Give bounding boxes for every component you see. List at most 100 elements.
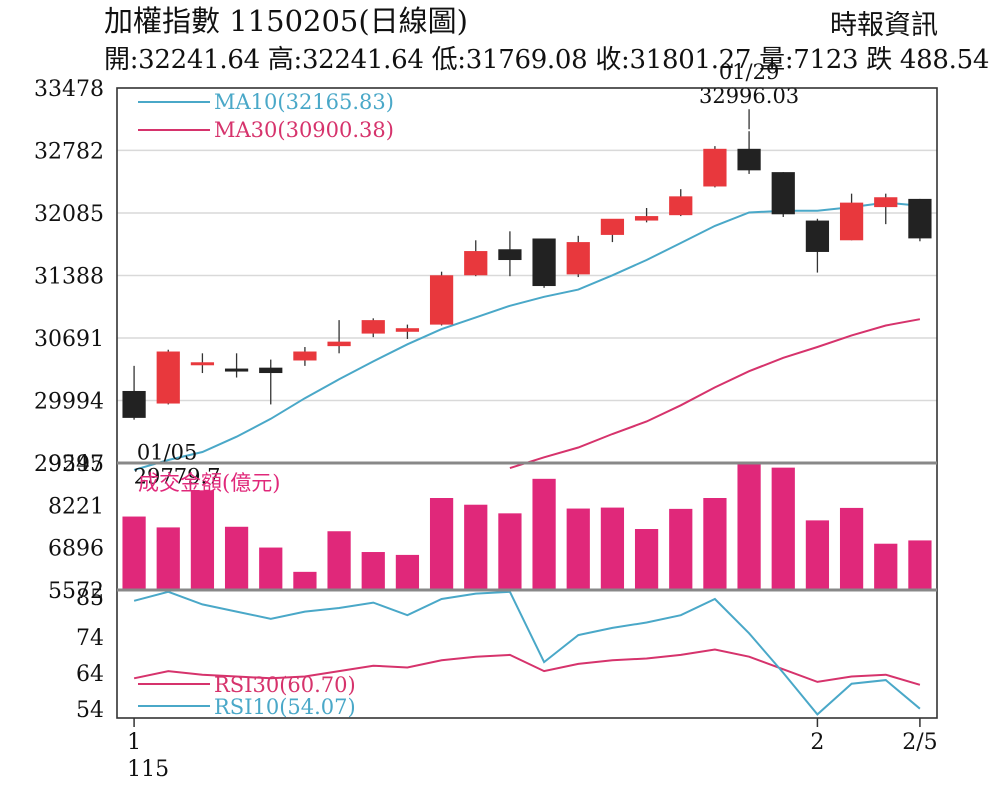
volume-bar (464, 504, 488, 590)
volume-bar (600, 507, 625, 590)
ma30-line (509, 318, 921, 470)
volume-bar (566, 508, 590, 590)
candle-body (908, 198, 932, 239)
candle (156, 349, 180, 405)
annotation-date: 01/05 (137, 441, 198, 465)
rsi-tick-label: 64 (76, 662, 104, 687)
volume-bar (190, 490, 215, 590)
x-tick-label: 1 (127, 730, 141, 755)
annotation-value: 29779.7 (134, 465, 221, 489)
candle (805, 218, 830, 273)
volume-bar (703, 498, 727, 590)
candle-body (669, 196, 693, 216)
volume-tick-label: 5572 (48, 579, 104, 604)
volume-bar (669, 508, 693, 590)
candle-body (805, 220, 830, 252)
volume-bar (532, 478, 556, 590)
volume-bar (395, 554, 420, 590)
rsi-tick-label: 74 (76, 626, 104, 651)
candle (498, 231, 522, 277)
volume-bar (874, 543, 898, 590)
candle-body (429, 275, 454, 325)
volume-bar (498, 513, 522, 590)
rsi30-legend-label: RSI30(60.70) (214, 673, 356, 697)
candle-body (600, 218, 625, 235)
candle (771, 172, 795, 217)
candle-body (737, 148, 761, 171)
candle (361, 318, 385, 338)
volume-title: 成交金額(億元) (138, 471, 280, 495)
candle (532, 238, 556, 288)
source-label: 時報資訊 (830, 10, 938, 41)
candle (327, 320, 351, 354)
price-tick-label: 32782 (34, 139, 104, 164)
candle-body (532, 238, 556, 287)
volume-tick-label: 9545 (48, 452, 104, 477)
candle-body (293, 351, 317, 361)
ohlc-summary: 開:32241.64 高:32241.64 低:31769.08 收:31801… (104, 45, 990, 75)
volume-tick-label: 6896 (48, 537, 104, 562)
rsi10-legend-label: RSI10(54.07) (214, 695, 356, 719)
candle (429, 271, 454, 326)
volume-bar (361, 552, 385, 590)
rsi30-line (133, 648, 921, 686)
price-tick-label: 30691 (34, 327, 104, 352)
candle (737, 131, 761, 174)
candle (669, 189, 693, 217)
rsi-tick-label: 54 (76, 698, 104, 723)
volume-bar (327, 531, 351, 590)
ma10-line (133, 201, 920, 471)
candle (224, 353, 249, 378)
candle (874, 193, 898, 225)
volume-bar (908, 540, 932, 590)
volume-bar (224, 526, 249, 590)
candle (703, 146, 727, 188)
volume-bar (805, 520, 830, 590)
candle (600, 218, 625, 243)
volume-bar (634, 529, 659, 590)
candle (259, 359, 283, 405)
candle (190, 353, 215, 374)
candle (293, 347, 317, 366)
candle-body (566, 242, 590, 275)
candle-body (771, 172, 795, 215)
volume-bar (737, 464, 761, 590)
candle-body (839, 202, 864, 241)
annotation-date: 01/29 (719, 60, 780, 84)
price-tick-label: 31388 (34, 264, 104, 289)
rsi-tick-label: 85 (76, 586, 104, 611)
chart-frame (116, 87, 938, 719)
candle (122, 365, 146, 420)
volume-bar (429, 498, 454, 590)
candle-body (190, 362, 215, 366)
candle-body (224, 368, 249, 372)
candle-body (361, 320, 385, 334)
price-tick-label: 29297 (34, 452, 104, 477)
chart-title: 加權指數 1150205(日線圖) (104, 4, 469, 38)
candle-body (634, 216, 659, 221)
volume-bar (259, 547, 283, 590)
x-tick-sublabel: 115 (127, 757, 169, 782)
candle-body (498, 249, 522, 261)
rsi10-line (133, 590, 921, 716)
volume-bar (771, 467, 795, 590)
x-tick-label: 2/5 (902, 730, 937, 755)
volume-tick-label: 8221 (48, 494, 104, 519)
candle-body (703, 148, 727, 187)
price-tick-label: 33478 (34, 77, 104, 102)
candle (634, 208, 659, 223)
candle-body (122, 390, 146, 418)
price-tick-label: 32085 (34, 202, 104, 227)
candle (395, 324, 420, 339)
ma30-legend-label: MA30(30900.38) (214, 118, 394, 142)
x-tick-label: 2 (810, 730, 824, 755)
volume-bar (122, 516, 146, 590)
candle-body (874, 197, 898, 208)
candle (464, 240, 488, 277)
candle-body (259, 367, 283, 374)
price-tick-label: 29994 (34, 389, 104, 414)
volume-bar (293, 571, 317, 590)
candle-body (464, 251, 488, 276)
candle (839, 193, 864, 241)
